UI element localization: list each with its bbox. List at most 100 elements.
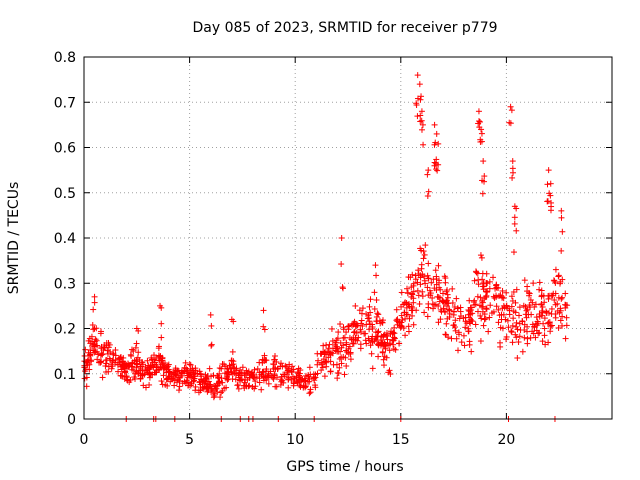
data-point <box>87 351 94 358</box>
data-point-peak <box>545 167 552 174</box>
data-point <box>506 311 513 318</box>
data-point-peak <box>91 325 98 332</box>
data-point <box>516 333 523 340</box>
data-point <box>368 350 375 357</box>
data-point <box>112 357 119 364</box>
data-point <box>271 372 278 379</box>
data-point <box>444 287 451 294</box>
data-point <box>341 371 348 378</box>
data-point <box>387 331 394 338</box>
data-point <box>486 278 493 285</box>
data-point-peak <box>371 289 378 296</box>
data-point <box>471 277 478 284</box>
data-point <box>162 360 169 367</box>
data-point <box>233 371 240 378</box>
data-point <box>215 374 222 381</box>
data-point-peak <box>208 341 215 348</box>
data-point <box>204 384 211 391</box>
data-point-peak <box>425 167 432 174</box>
data-point <box>329 345 336 352</box>
data-point <box>453 335 460 342</box>
data-point <box>414 279 421 286</box>
data-point-peak <box>208 342 215 349</box>
data-point-peak <box>433 130 440 137</box>
data-point <box>341 334 348 341</box>
x-tick-label: 0 <box>80 432 89 448</box>
data-point <box>424 284 431 291</box>
data-point <box>129 360 136 367</box>
data-point <box>369 338 376 345</box>
data-point <box>211 390 218 397</box>
data-point <box>482 294 489 301</box>
data-point <box>82 368 89 375</box>
data-point <box>419 288 426 295</box>
data-point-peak <box>338 235 345 241</box>
data-point-peak <box>417 112 424 119</box>
data-point <box>477 312 484 319</box>
data-point <box>500 295 507 302</box>
data-point <box>216 365 223 372</box>
data-point <box>543 308 550 315</box>
data-point <box>510 315 517 322</box>
data-point <box>562 335 569 342</box>
data-point <box>439 290 446 297</box>
data-point <box>495 306 502 313</box>
data-point-peak <box>229 348 236 355</box>
data-point <box>171 369 178 376</box>
data-point <box>347 356 354 363</box>
data-point <box>338 360 345 367</box>
data-point <box>333 343 340 350</box>
data-point <box>192 387 199 394</box>
data-point <box>402 315 409 322</box>
data-point <box>243 383 250 390</box>
data-point <box>461 342 468 349</box>
data-point <box>513 334 520 341</box>
data-point <box>437 316 444 323</box>
data-point <box>425 260 432 267</box>
data-point <box>515 339 522 346</box>
data-point <box>318 359 325 366</box>
data-point <box>359 322 366 329</box>
data-point <box>358 317 365 324</box>
data-point <box>261 352 268 359</box>
data-point <box>317 350 324 357</box>
data-point <box>120 363 127 370</box>
data-point-peak <box>417 96 424 103</box>
data-point <box>532 320 539 327</box>
data-point <box>137 375 144 382</box>
data-point <box>367 296 374 303</box>
data-point <box>516 304 523 311</box>
data-point <box>451 303 458 310</box>
data-point <box>192 367 199 374</box>
data-point <box>500 311 507 318</box>
data-point <box>334 375 341 382</box>
data-point <box>374 337 381 344</box>
data-point <box>192 373 199 380</box>
data-point-peak <box>513 205 520 212</box>
data-point-peak <box>414 72 421 79</box>
data-point <box>519 318 526 325</box>
data-point <box>115 368 122 375</box>
data-point <box>179 380 186 387</box>
data-point <box>260 377 267 384</box>
data-point <box>98 350 105 357</box>
data-point <box>468 317 475 324</box>
y-tick-label: 0.7 <box>54 95 76 111</box>
data-point <box>181 368 188 375</box>
data-point <box>530 280 537 287</box>
data-point <box>119 372 126 379</box>
data-points <box>81 72 571 422</box>
data-point <box>326 341 333 348</box>
data-point <box>472 268 479 275</box>
data-point <box>185 370 192 377</box>
data-point <box>90 341 97 348</box>
data-point-peak <box>558 214 565 221</box>
data-point-peak <box>371 305 378 312</box>
data-point-peak <box>230 318 237 325</box>
data-point <box>350 329 357 336</box>
data-point <box>432 301 439 308</box>
data-point <box>531 304 538 311</box>
data-point <box>445 306 452 313</box>
data-point <box>259 356 266 363</box>
data-point <box>338 344 345 351</box>
